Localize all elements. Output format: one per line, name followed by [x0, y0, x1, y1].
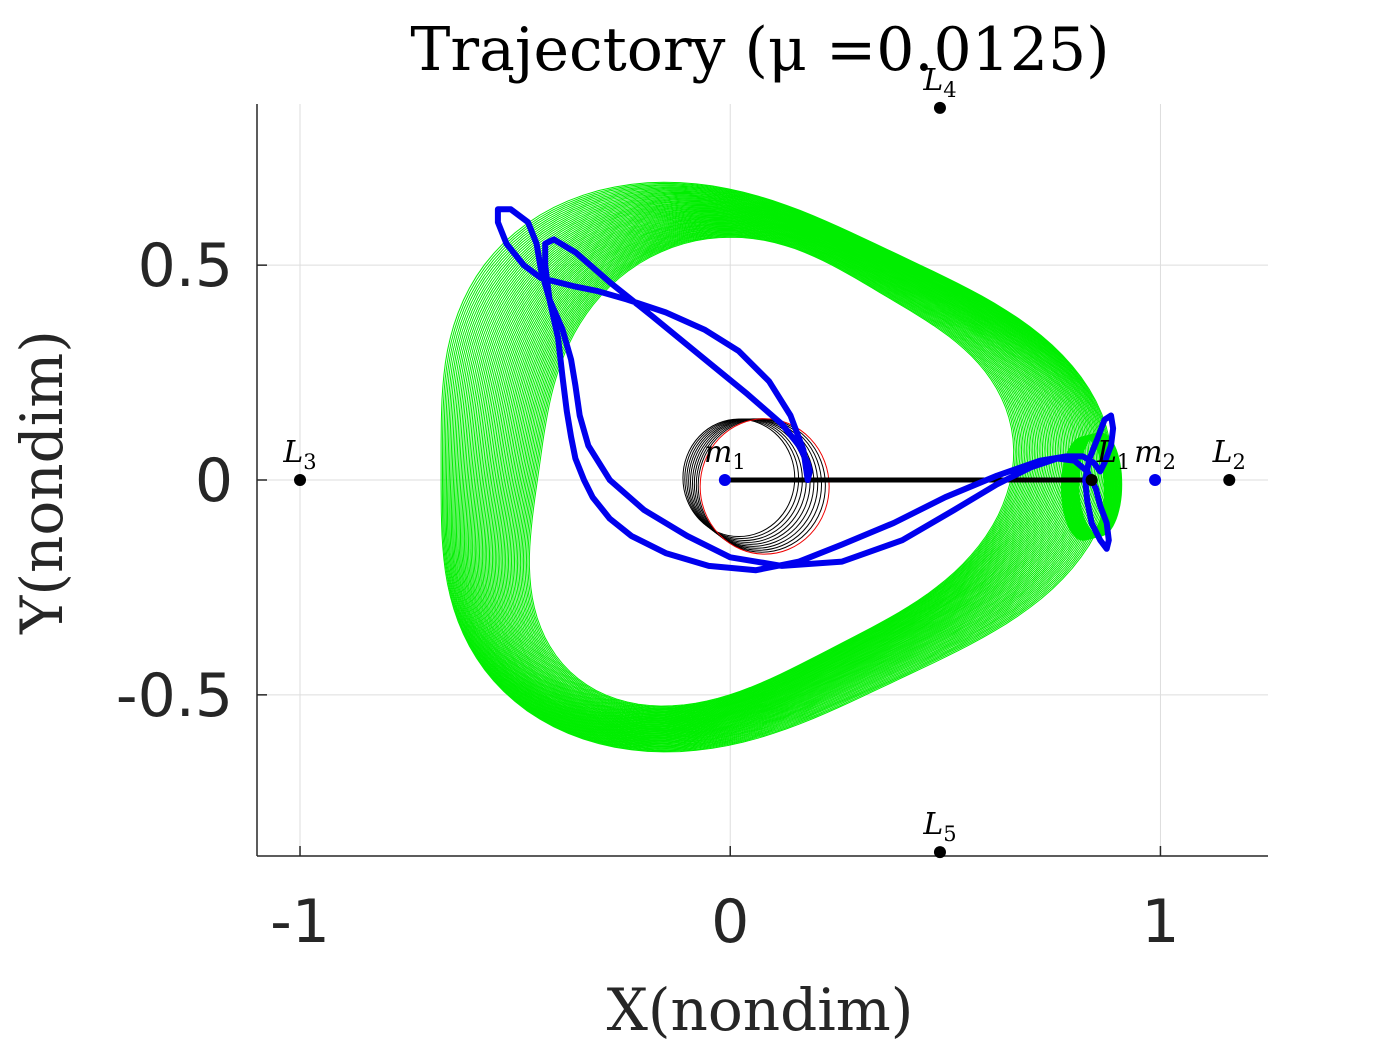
- point-label-l2: L2: [1212, 435, 1246, 474]
- green-trajectory-loop: [521, 232, 1023, 711]
- x-axis-label: X(nondim): [607, 976, 914, 1044]
- main-orbit: [494, 206, 1117, 574]
- green-trajectory-loop: [441, 182, 1112, 752]
- point-label-m1: m1: [704, 435, 746, 474]
- green-trajectory-loop: [503, 223, 1042, 720]
- main-orbit-path: [494, 206, 1117, 574]
- x-tick-label: 0: [711, 887, 749, 957]
- x-tick-label: -1: [270, 887, 330, 957]
- green-trajectory-loop: [476, 207, 1073, 733]
- inner-orbit-loop: [699, 418, 830, 555]
- green-trajectory-loop: [480, 210, 1068, 731]
- green-trajectory-bundle: [440, 181, 1123, 753]
- green-trajectory-loop: [463, 199, 1087, 739]
- green-trajectory-loop: [462, 199, 1088, 740]
- axes: -1 0 1 -0.5 0 0.5: [116, 104, 1268, 957]
- green-trajectory-loop: [528, 236, 1015, 707]
- green-trajectory-loop: [509, 226, 1035, 717]
- green-trajectory-loop: [460, 197, 1092, 741]
- green-trajectory-loop: [489, 215, 1058, 727]
- point-l3: [294, 474, 307, 486]
- green-trajectory-loop: [499, 220, 1047, 722]
- point-l5: [933, 846, 946, 859]
- green-trajectory-loop: [507, 225, 1037, 718]
- y-tick-label: 0.5: [138, 231, 233, 301]
- green-trajectory-loop: [516, 230, 1027, 713]
- green-trajectory-loop: [519, 231, 1024, 712]
- green-trajectory-loop: [525, 235, 1018, 709]
- green-trajectory-loop: [506, 224, 1039, 718]
- point-m1: [718, 474, 731, 486]
- green-trajectory-loop: [446, 187, 1106, 749]
- point-label-l3: L3: [282, 435, 316, 474]
- green-trajectory-loop: [524, 234, 1019, 710]
- green-trajectory-loop: [467, 202, 1082, 737]
- green-trajectory-loop: [514, 228, 1031, 715]
- green-trajectory-loop: [515, 229, 1029, 714]
- green-trajectory-loop: [466, 201, 1084, 738]
- green-trajectory-loop: [440, 181, 1113, 753]
- x-tick-label: 1: [1141, 887, 1179, 957]
- green-trajectory-loop: [496, 219, 1050, 723]
- green-trajectory-loop: [483, 211, 1065, 729]
- green-trajectory-loop: [484, 212, 1063, 729]
- green-trajectory-loop: [510, 227, 1034, 716]
- green-trajectory-loop: [449, 189, 1103, 747]
- green-trajectory-loop: [527, 235, 1016, 708]
- green-trajectory-loop: [473, 206, 1076, 734]
- point-m2: [1149, 474, 1162, 486]
- green-trajectory-loop: [472, 205, 1078, 735]
- green-trajectory-loop: [461, 198, 1090, 740]
- special-points: L1 L2 L3 L4 L5 m1 m2: [282, 63, 1246, 859]
- point-label-l1: L1: [1096, 435, 1130, 474]
- point-label-m2: m2: [1134, 435, 1176, 474]
- green-trajectory-loop: [478, 209, 1070, 731]
- green-trajectory-loop: [494, 218, 1052, 724]
- point-l2: [1223, 474, 1236, 486]
- green-trajectory-loop: [505, 223, 1040, 719]
- green-trajectory-loop: [452, 191, 1101, 746]
- green-trajectory-loop: [502, 222, 1044, 721]
- point-l1: [1085, 474, 1098, 486]
- green-trajectory-loop: [490, 216, 1057, 726]
- green-trajectory-loop: [518, 231, 1026, 713]
- green-trajectory-loop: [512, 227, 1032, 716]
- green-trajectory-loop: [465, 200, 1085, 738]
- green-trajectory-loop: [457, 195, 1095, 743]
- y-axis-label: Y(nondim): [8, 330, 76, 635]
- point-label-l4: L4: [922, 63, 956, 102]
- green-trajectory-loop: [444, 185, 1109, 750]
- green-trajectory-loop: [477, 208, 1071, 732]
- y-tick-label: -0.5: [116, 661, 233, 731]
- green-trajectory-loop: [497, 219, 1049, 723]
- point-label-l5: L5: [922, 807, 956, 846]
- point-l4: [933, 101, 946, 114]
- green-trajectory-loop: [522, 233, 1021, 710]
- green-trajectory-loop: [487, 214, 1060, 727]
- green-trajectory-loop: [500, 221, 1045, 721]
- green-trajectory-loop: [493, 217, 1053, 725]
- green-trajectory-loop: [486, 213, 1062, 728]
- chart-title: Trajectory (μ =0.0125): [410, 15, 1109, 85]
- green-trajectory-loop: [454, 193, 1098, 744]
- y-tick-label: 0: [195, 446, 233, 516]
- green-trajectory-loop: [481, 211, 1066, 730]
